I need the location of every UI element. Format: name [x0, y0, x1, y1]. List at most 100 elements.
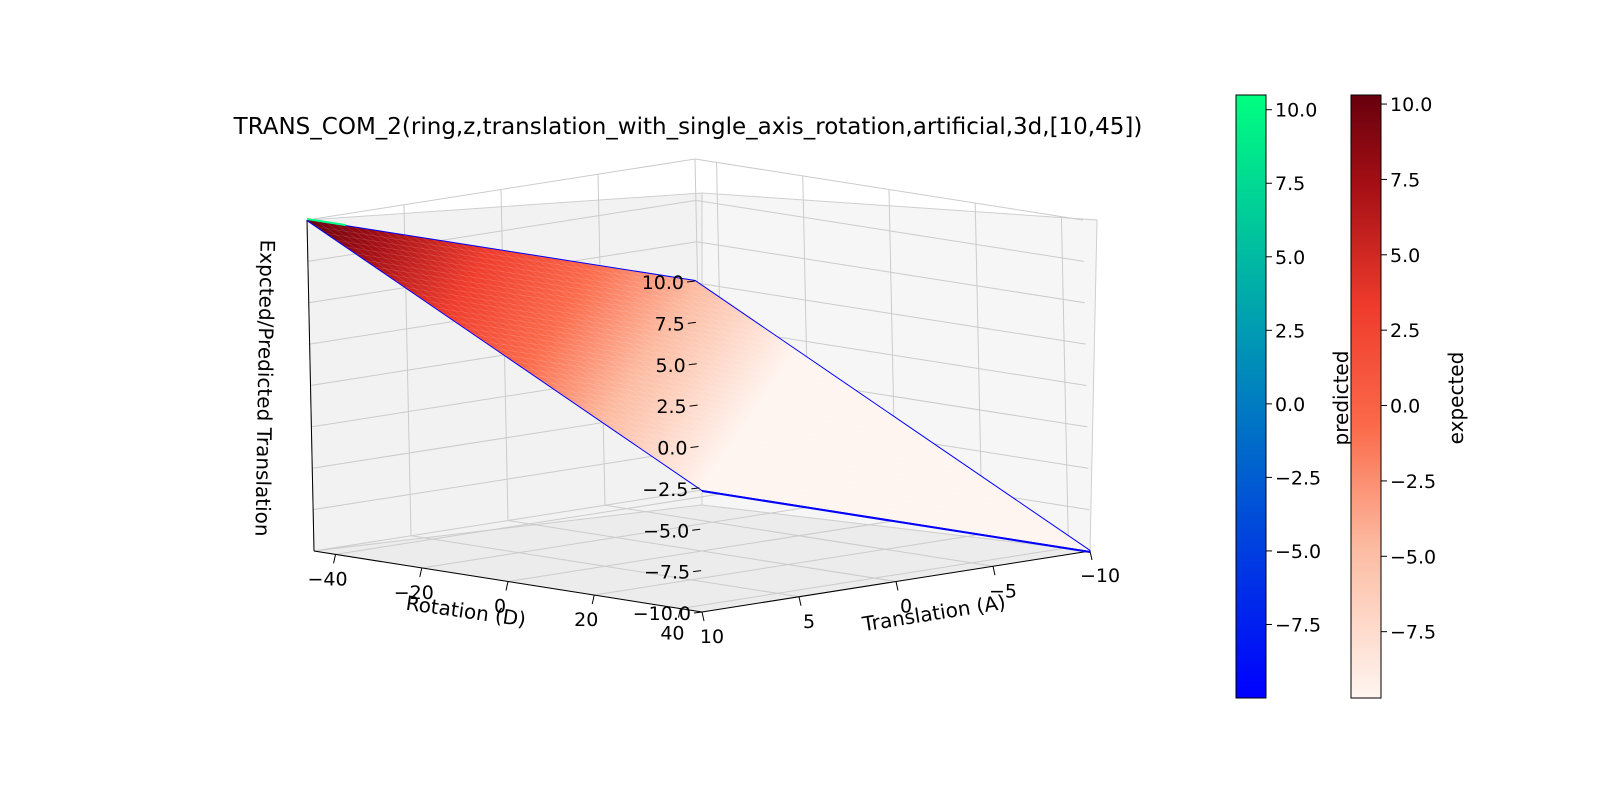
mesh-line: [626, 270, 1023, 541]
mesh-line: [462, 244, 858, 515]
colorbar-predicted-gradient: [1235, 94, 1267, 699]
z-tick-mark: [687, 321, 696, 324]
axis-ticks: 10.0 7.5 5.0 2.5 0.0 −2.5 −5.0 −7.5 −10.0 −40 −20 0…: [308, 272, 1121, 648]
z-tick-mark: [691, 487, 700, 490]
colorbar-predicted-label: predicted: [1329, 351, 1353, 446]
mesh-line: [366, 260, 755, 322]
mesh-line: [365, 228, 761, 500]
colorbar-tick-label: 7.5: [1390, 169, 1420, 191]
mesh-line: [405, 287, 794, 349]
z-axis-line: [306, 219, 315, 552]
z-tick-label: −2.5: [642, 479, 688, 501]
mesh-line: [510, 251, 906, 523]
z-tick-mark: [693, 611, 703, 614]
z-tick-label: 0.0: [657, 438, 687, 460]
mesh-line: [356, 253, 745, 316]
y-tick-mark: [895, 581, 899, 591]
x-tick-label: 40: [660, 623, 684, 645]
mesh-line: [597, 265, 994, 536]
mesh-line: [326, 222, 722, 494]
y-tick-mark: [798, 596, 802, 606]
colorbar-tick-label: −2.5: [1275, 467, 1321, 489]
mesh-line: [376, 266, 765, 329]
mesh-line: [355, 227, 751, 498]
mesh-line: [316, 226, 705, 289]
mesh-line: [494, 347, 883, 410]
y-axis-label: Translation (A): [860, 590, 1008, 636]
mesh-line: [474, 334, 863, 397]
mesh-line: [607, 267, 1003, 538]
z-tick-mark: [690, 446, 699, 448]
colorbar-tick-label: 10.0: [1275, 100, 1317, 122]
mesh-line: [504, 354, 893, 417]
mesh-line: [335, 224, 732, 495]
mesh-line: [500, 250, 897, 521]
x-tick-label: 20: [574, 609, 598, 631]
grid-line-z: [306, 158, 1084, 221]
mesh-line: [632, 442, 1021, 505]
mesh-line: [435, 307, 824, 370]
colorbar-tick-label: −7.5: [1390, 622, 1436, 644]
mesh-line: [563, 395, 952, 457]
mesh-line: [514, 361, 903, 424]
mesh-line: [520, 253, 916, 524]
colorbar-tick-label: 0.0: [1390, 396, 1420, 418]
mesh-line: [588, 263, 984, 535]
colorbar-tick-label: 10.0: [1390, 94, 1432, 116]
mesh-line: [692, 482, 1081, 545]
z-tick-mark: [693, 570, 702, 573]
mesh-line: [385, 273, 775, 336]
mesh-line: [539, 256, 935, 527]
mesh-line: [672, 469, 1061, 532]
surface-mesh: [316, 221, 1081, 550]
mesh-line: [491, 248, 887, 520]
y-tick-mark: [992, 566, 996, 576]
x-tick-mark: [333, 554, 337, 564]
colorbar-tick-label: 0.0: [1275, 394, 1305, 416]
mesh-line: [413, 236, 809, 508]
mesh-line: [593, 415, 982, 478]
z-axis-label: Expcted/Predicted Translation: [250, 239, 279, 536]
mesh-line: [534, 374, 923, 437]
x-axis-label: Rotation (D): [404, 591, 527, 632]
colorbar-expected: 10.0 7.5 5.0 2.5 0.0 −2.5 −5.0 −7.5 expected: [1350, 94, 1468, 699]
colorbar-predicted: 10.0 7.5 5.0 2.5 0.0 −2.5 −5.0 −7.5 predicted: [1235, 94, 1353, 699]
mesh-line: [432, 239, 829, 511]
colorbar-tick-label: −5.0: [1390, 546, 1436, 568]
x-tick-label: −20: [394, 582, 434, 604]
colorbar-tick-label: 2.5: [1275, 320, 1305, 342]
mesh-line: [394, 233, 790, 504]
x-tick-label: 0: [494, 596, 506, 618]
z-tick-label: −10.0: [633, 603, 691, 625]
mesh-line: [578, 262, 974, 533]
mesh-line: [613, 428, 1002, 491]
mesh-line: [543, 381, 933, 444]
mesh-line: [656, 274, 1052, 546]
z-tick-mark: [688, 363, 697, 366]
mesh-line: [636, 271, 1032, 543]
mesh-line: [642, 449, 1031, 511]
surface-plot: [306, 218, 1091, 553]
mesh-line: [524, 368, 913, 430]
mesh-line: [415, 293, 804, 356]
colorbar-tick-label: 2.5: [1390, 320, 1420, 342]
colorbar-expected-gradient: [1350, 94, 1382, 699]
mesh-line: [442, 241, 838, 512]
mesh-line: [622, 435, 1012, 498]
colorbar-tick-label: 5.0: [1275, 247, 1305, 269]
z-tick-label: 2.5: [656, 396, 686, 418]
mesh-line: [665, 276, 1062, 547]
y-tick-mark: [701, 611, 705, 622]
z-tick-label: −5.0: [643, 520, 689, 542]
mesh-line: [481, 247, 877, 518]
mesh-line: [403, 235, 800, 506]
colorbar-tick-label: −5.0: [1275, 541, 1321, 563]
mesh-line: [423, 238, 819, 509]
x-tick-mark: [419, 567, 423, 578]
mesh-line: [346, 246, 735, 309]
mesh-line: [336, 239, 725, 302]
mesh-line: [326, 233, 715, 295]
mesh-line: [445, 314, 834, 376]
mesh-line: [583, 408, 972, 471]
